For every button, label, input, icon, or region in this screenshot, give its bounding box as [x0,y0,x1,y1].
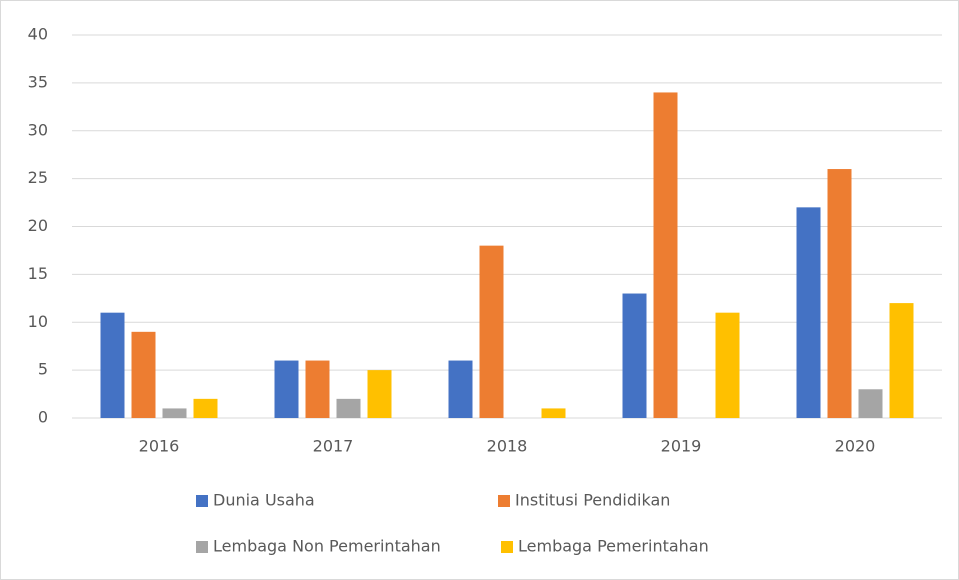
legend-swatch [196,495,208,507]
bar [367,370,392,418]
bar [336,398,361,418]
bar [796,207,821,418]
bar [858,389,883,418]
bar [274,360,299,418]
x-tick-label: 2016 [139,437,180,456]
bar [889,303,914,418]
x-tick-label: 2018 [487,437,528,456]
y-tick-label: 10 [28,312,48,331]
y-tick-label: 25 [28,168,48,187]
bar [653,92,678,418]
x-tick-label: 2020 [835,437,876,456]
bar [448,360,473,418]
bar [100,312,125,418]
y-tick-label: 5 [38,360,48,379]
x-tick-label: 2019 [661,437,702,456]
bar [162,408,187,418]
bar [827,169,852,418]
bar [305,360,330,418]
bar [541,408,566,418]
bar [622,293,647,418]
bar [715,312,740,418]
legend-label: Dunia Usaha [213,491,315,510]
y-tick-label: 15 [28,264,48,283]
legend-swatch [501,541,513,553]
bar [479,245,504,418]
legend-label: Lembaga Pemerintahan [518,537,709,556]
y-tick-label: 40 [28,25,48,44]
y-tick-label: 30 [28,120,48,139]
legend-swatch [498,495,510,507]
y-tick-label: 0 [38,408,48,427]
legend-label: Institusi Pendidikan [515,491,670,510]
y-tick-label: 35 [28,72,48,91]
legend-swatch [196,541,208,553]
bar [193,398,218,418]
legend-label: Lembaga Non Pemerintahan [213,537,441,556]
x-tick-label: 2017 [313,437,354,456]
y-tick-label: 20 [28,216,48,235]
bar [131,331,156,418]
